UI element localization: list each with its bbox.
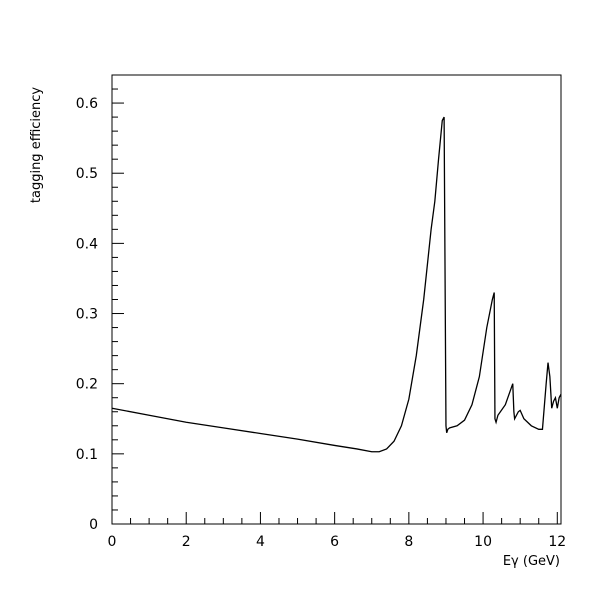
y-tick-label: 0.4: [76, 236, 98, 252]
x-axis-tick-labels: 0 2 4 6 8 10 12: [108, 534, 567, 550]
x-axis-ticks: [111, 512, 558, 524]
y-tick-label: 0: [89, 517, 98, 533]
y-tick-label: 0.5: [76, 166, 98, 182]
series-line: [111, 116, 562, 453]
y-tick-label: 0.3: [76, 307, 98, 323]
y-axis-label: tagging efficiency: [29, 87, 44, 204]
x-tick-label: 2: [182, 534, 191, 550]
y-tick-label: 0.2: [76, 377, 98, 393]
y-tick-label: 0.1: [76, 447, 98, 463]
x-tick-label: 0: [108, 534, 117, 550]
x-axis-label: Eγ (GeV): [503, 554, 560, 569]
x-tick-label: 6: [330, 534, 339, 550]
x-tick-label: 8: [404, 534, 413, 550]
y-axis-tick-labels: 0 0.1 0.2 0.3 0.4 0.5 0.6: [76, 96, 98, 533]
x-tick-label: 12: [548, 534, 566, 550]
x-tick-label: 4: [256, 534, 265, 550]
y-axis-ticks: [112, 74, 124, 525]
y-tick-label: 0.6: [76, 96, 98, 112]
x-tick-label: 10: [474, 534, 492, 550]
